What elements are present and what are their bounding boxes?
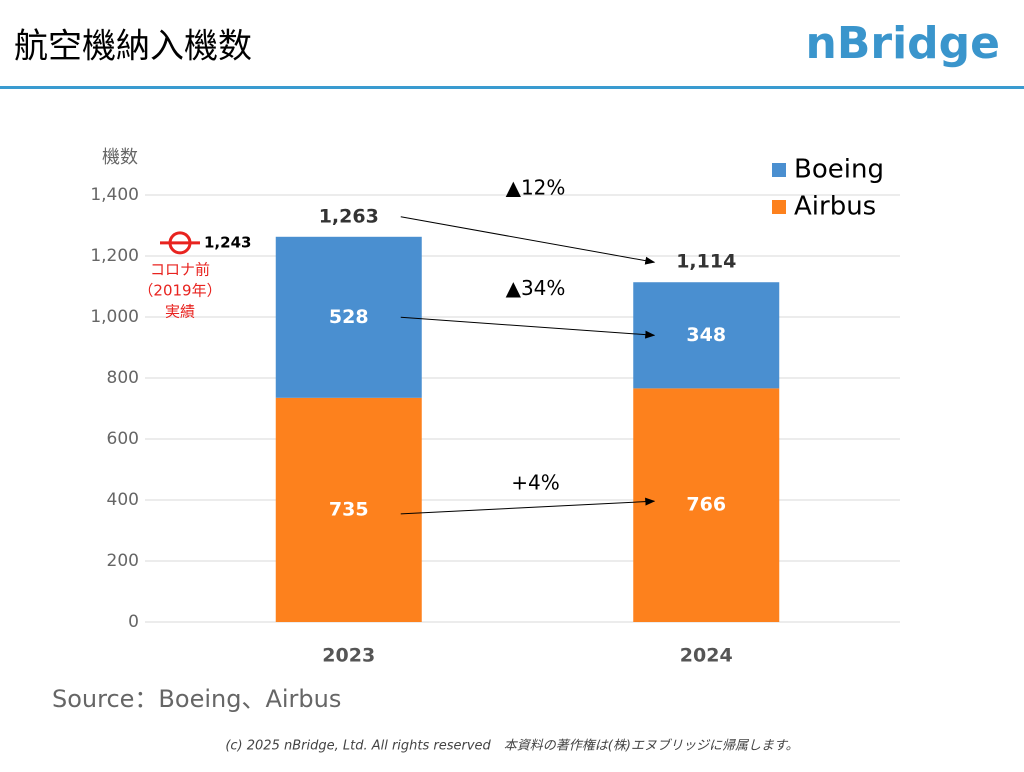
legend-swatch	[772, 200, 786, 214]
data-label: 735	[329, 498, 369, 520]
y-tick-label: 0	[128, 612, 139, 632]
y-tick-label: 400	[107, 490, 139, 510]
y-tick-label: 1,400	[90, 185, 139, 205]
y-tick-label: 200	[107, 551, 139, 571]
y-tick-label: 1,000	[90, 307, 139, 327]
total-label: 1,263	[319, 205, 379, 227]
reference-note: コロナ前	[150, 260, 210, 278]
arrow	[400, 216, 656, 265]
legend-label: Boeing	[794, 155, 884, 185]
y-tick-label: 600	[107, 429, 139, 449]
y-tick-label: 800	[107, 368, 139, 388]
bar-segment	[275, 236, 422, 398]
title: 航空機納入機数	[14, 27, 252, 67]
y-axis-label: 機数	[102, 147, 138, 168]
annotation: ▲12%	[506, 175, 566, 199]
bar-segment	[275, 397, 422, 622]
arrow	[400, 497, 656, 515]
bar-segment	[633, 282, 780, 389]
logo: nBridge	[806, 18, 1000, 69]
legend-swatch	[772, 163, 786, 177]
copyright: (c) 2025 nBridge, Ltd. All rights reserv…	[225, 738, 798, 754]
data-label: 766	[686, 494, 726, 516]
reference-note: （2019年）	[138, 281, 221, 299]
reference-label: 1,243	[204, 233, 251, 251]
annotation: +4%	[511, 470, 560, 494]
annotation: ▲34%	[506, 276, 566, 300]
data-label: 528	[329, 306, 369, 328]
bar-segment	[633, 388, 780, 622]
reference-marker	[168, 231, 192, 255]
data-label: 348	[686, 324, 726, 346]
x-tick-label: 2024	[680, 645, 733, 667]
y-tick-label: 1,200	[90, 246, 139, 266]
reference-note: 実績	[165, 302, 195, 320]
x-tick-label: 2023	[322, 645, 375, 667]
legend-label: Airbus	[794, 192, 876, 222]
total-label: 1,114	[676, 251, 736, 273]
source: Source：Boeing、Airbus	[52, 685, 341, 713]
header-rule	[0, 86, 1024, 89]
arrow	[400, 316, 656, 339]
